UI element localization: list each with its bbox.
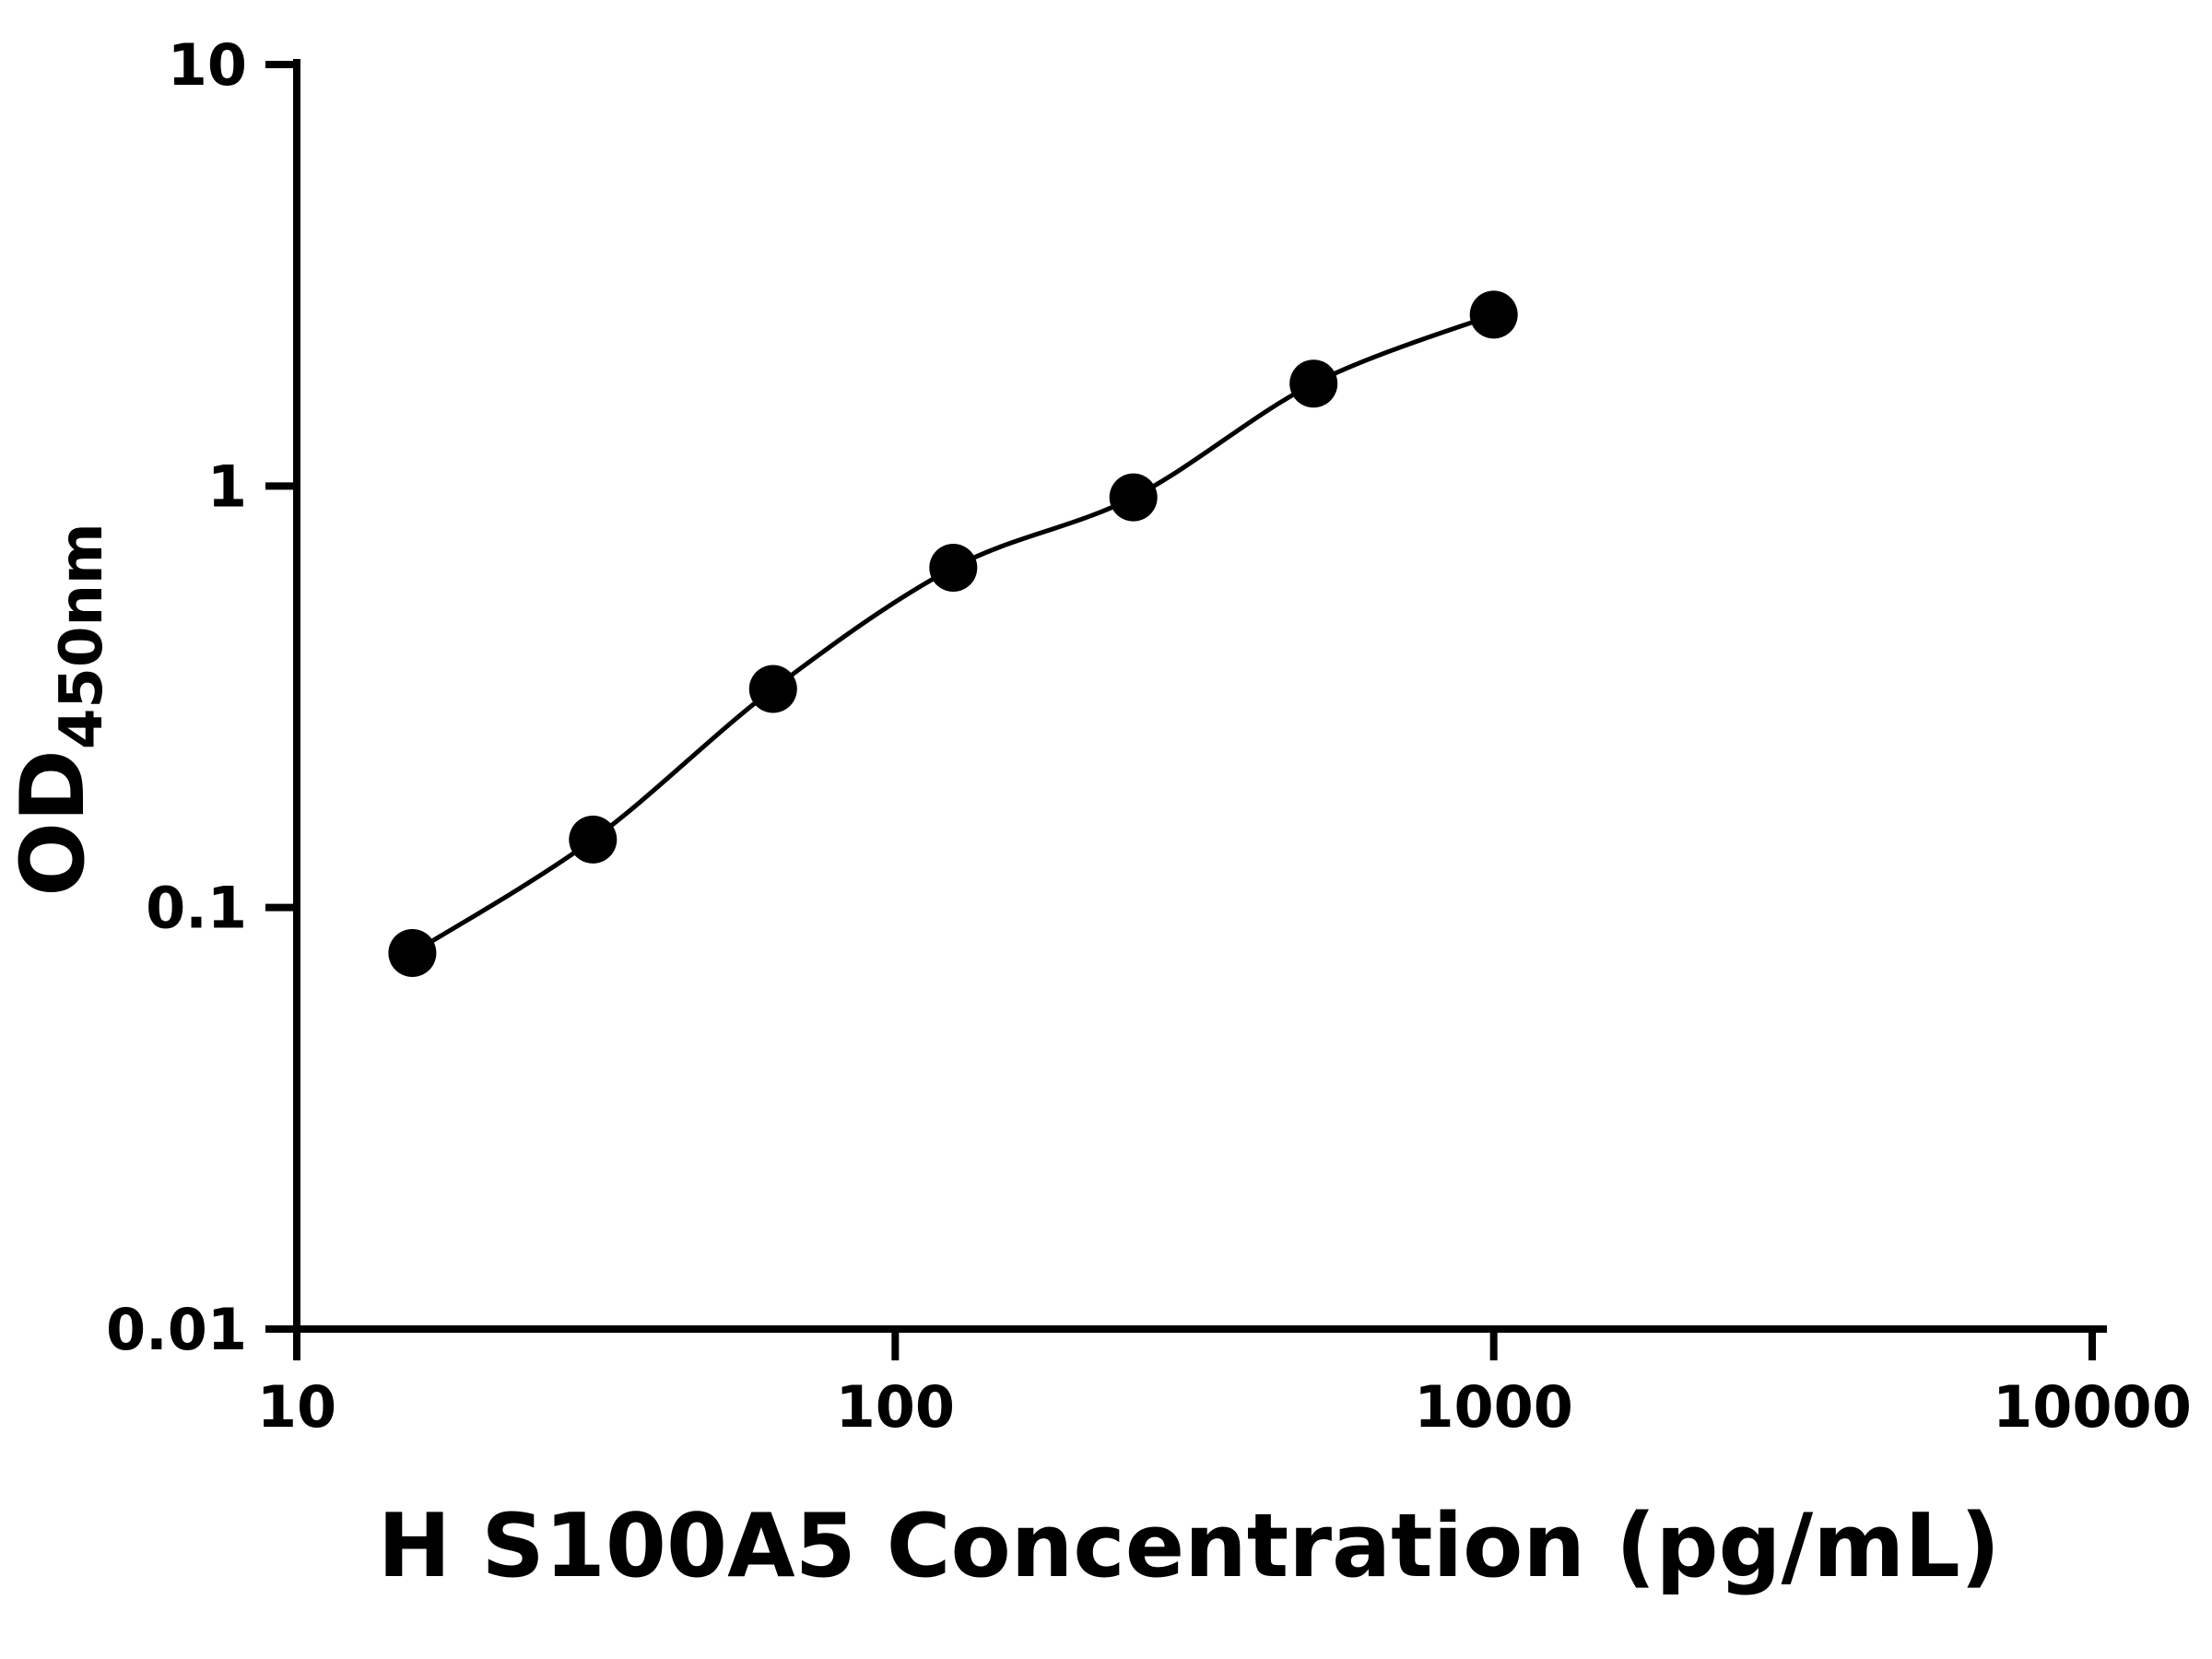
data-series-layer	[388, 290, 1518, 977]
y-axis-title: OD450nm	[3, 523, 116, 896]
x-tick-label: 1000	[1414, 1373, 1573, 1441]
y-axis-title-main: OD	[3, 749, 104, 897]
axes-layer: 10 100 1000 10000 0.01 0.1 1 10	[106, 31, 2192, 1441]
fit-curve	[411, 312, 1495, 956]
y-tick-label: 1	[207, 453, 247, 520]
x-tick-label: 10	[257, 1373, 336, 1441]
data-point	[1469, 290, 1518, 339]
y-tick-label: 0.01	[106, 1296, 247, 1363]
data-point	[388, 929, 437, 977]
data-point	[1109, 473, 1158, 522]
x-axis-title: H S100A5 Concentration (pg/mL)	[378, 1496, 2000, 1597]
y-axis-title-sub: 450nm	[48, 523, 116, 749]
data-point	[929, 544, 978, 592]
data-point	[1289, 359, 1338, 408]
data-point	[569, 815, 618, 864]
y-tick-label: 10	[168, 31, 247, 99]
x-tick-label: 100	[836, 1373, 955, 1441]
y-tick-label: 0.1	[146, 875, 247, 942]
data-point	[748, 665, 797, 713]
x-tick-label: 10000	[1993, 1373, 2192, 1441]
